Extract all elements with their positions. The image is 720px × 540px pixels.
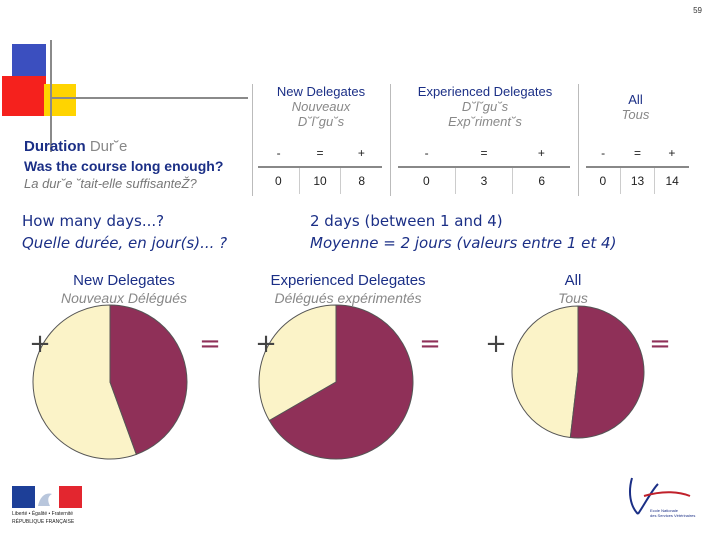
group-all: - = + 0 13 14 [586,140,689,196]
pie-label-plus: + [29,329,51,359]
republic-caption: Liberté • Égalité • Fraternité RÉPUBLIQU… [12,510,74,526]
pie-label-equal: = [199,329,221,359]
question-fr: La dur˘e ˘tait-elle suffisanteŽ? [24,176,197,191]
value-row: 0 13 14 [586,168,689,194]
row-separator [258,166,382,168]
days-question-en: How many days...? [22,212,165,230]
header-minus: - [276,146,281,160]
duration-label-en: Duration [24,138,86,155]
duration-label-fr: Dur˘e [89,138,128,155]
results-table: New Delegates Nouveaux D˘l˘gu˘s - = + 0 … [252,84,689,196]
value-equal: 3 [456,168,514,194]
days-answer-en: 2 days (between 1 and 4) [310,212,503,230]
pie-slice-equal [32,304,137,460]
pie-subtitle: Tous [558,290,588,306]
table-divider [252,84,253,196]
pie-subtitle: Délégués expérimentés [274,290,421,306]
value-minus: 0 [258,168,300,194]
decor-red-square [2,76,46,116]
group-title-fr-1: Tous [621,107,650,122]
header-equal: = [480,146,488,160]
motto-text: Liberté • Égalité • Fraternité [12,511,74,517]
pie-label-plus: + [485,329,507,359]
group-title-en: Experienced Delegates [417,84,553,99]
value-minus: 0 [398,168,456,194]
row-separator [586,166,689,168]
pie-title: New Delegates [73,272,175,289]
value-plus: 6 [538,174,546,188]
group-experienced: - = + 0 3 6 [398,140,570,196]
decor-horizontal-line [52,97,248,99]
value-minus: 0 [586,168,621,194]
group-header-new: New Delegates Nouveaux D˘l˘gu˘s [252,84,390,129]
school-name-1: Ecole Nationale [650,508,679,513]
row-separator [398,166,570,168]
value-row: 0 10 8 [258,168,382,194]
header-row: - = + [258,140,382,166]
pie-slice-equal [511,305,579,439]
group-title-fr-2: D˘l˘gu˘s [297,114,345,129]
table-divider [390,84,391,196]
days-question-fr: Quelle durée, en jour(s)... ? [22,234,228,252]
group-new: - = + 0 10 8 [258,140,382,196]
value-row: 0 3 6 [398,168,570,194]
pie-label-plus: + [255,329,277,359]
group-title-en: New Delegates [276,84,366,99]
pie-subtitle: Nouveaux Délégués [61,290,187,306]
header-plus: + [668,146,676,160]
table-divider [578,84,579,196]
republic-text: RÉPUBLIQUE FRANÇAISE [12,519,75,525]
pie-title: All [565,272,582,289]
pie-slice-plus [569,305,645,439]
value-equal: 10 [300,168,342,194]
school-name-2: des Services Vétérinaires [650,513,695,518]
group-header-all: All Tous [582,92,689,122]
pie-label-equal: = [419,329,441,359]
group-title-fr-1: D˘l˘gu˘s [461,99,509,114]
slide-number: 59 [693,6,702,15]
header-plus: + [537,146,545,160]
header-plus: + [357,146,365,160]
decor-blue-square [12,44,46,80]
value-plus: 14 [665,174,679,188]
value-equal: 13 [621,168,656,194]
pie-slice-plus [109,304,188,455]
decor-yellow-square [44,84,76,116]
group-title-fr-2: Exp˘riment˘s [448,114,522,129]
school-logo: Ecole Nationale des Services Vétérinaire… [629,477,695,518]
header-minus: - [424,146,429,160]
group-header-experienced: Experienced Delegates D˘l˘gu˘s Exp˘rimen… [392,84,578,129]
pie-label-equal: = [649,329,671,359]
group-title-fr-1: Nouveaux [291,99,351,114]
header-equal: = [316,146,324,160]
pie-title: Experienced Delegates [270,272,425,289]
group-title-en: All [628,92,643,107]
duration-heading: Duration Dur˘e [24,138,127,155]
marianne-logo [12,486,82,508]
days-answer-fr: Moyenne = 2 jours (valeurs entre 1 et 4) [310,234,617,252]
value-plus: 8 [358,174,366,188]
header-minus: - [601,146,606,160]
pie-slice-plus [268,304,414,460]
header-row: - = + [586,140,689,166]
header-row: - = + [398,140,570,166]
question-en: Was the course long enough? [24,158,224,174]
pie-slice-equal [258,304,337,422]
header-equal: = [633,146,641,160]
decor-vertical-line [50,40,52,152]
